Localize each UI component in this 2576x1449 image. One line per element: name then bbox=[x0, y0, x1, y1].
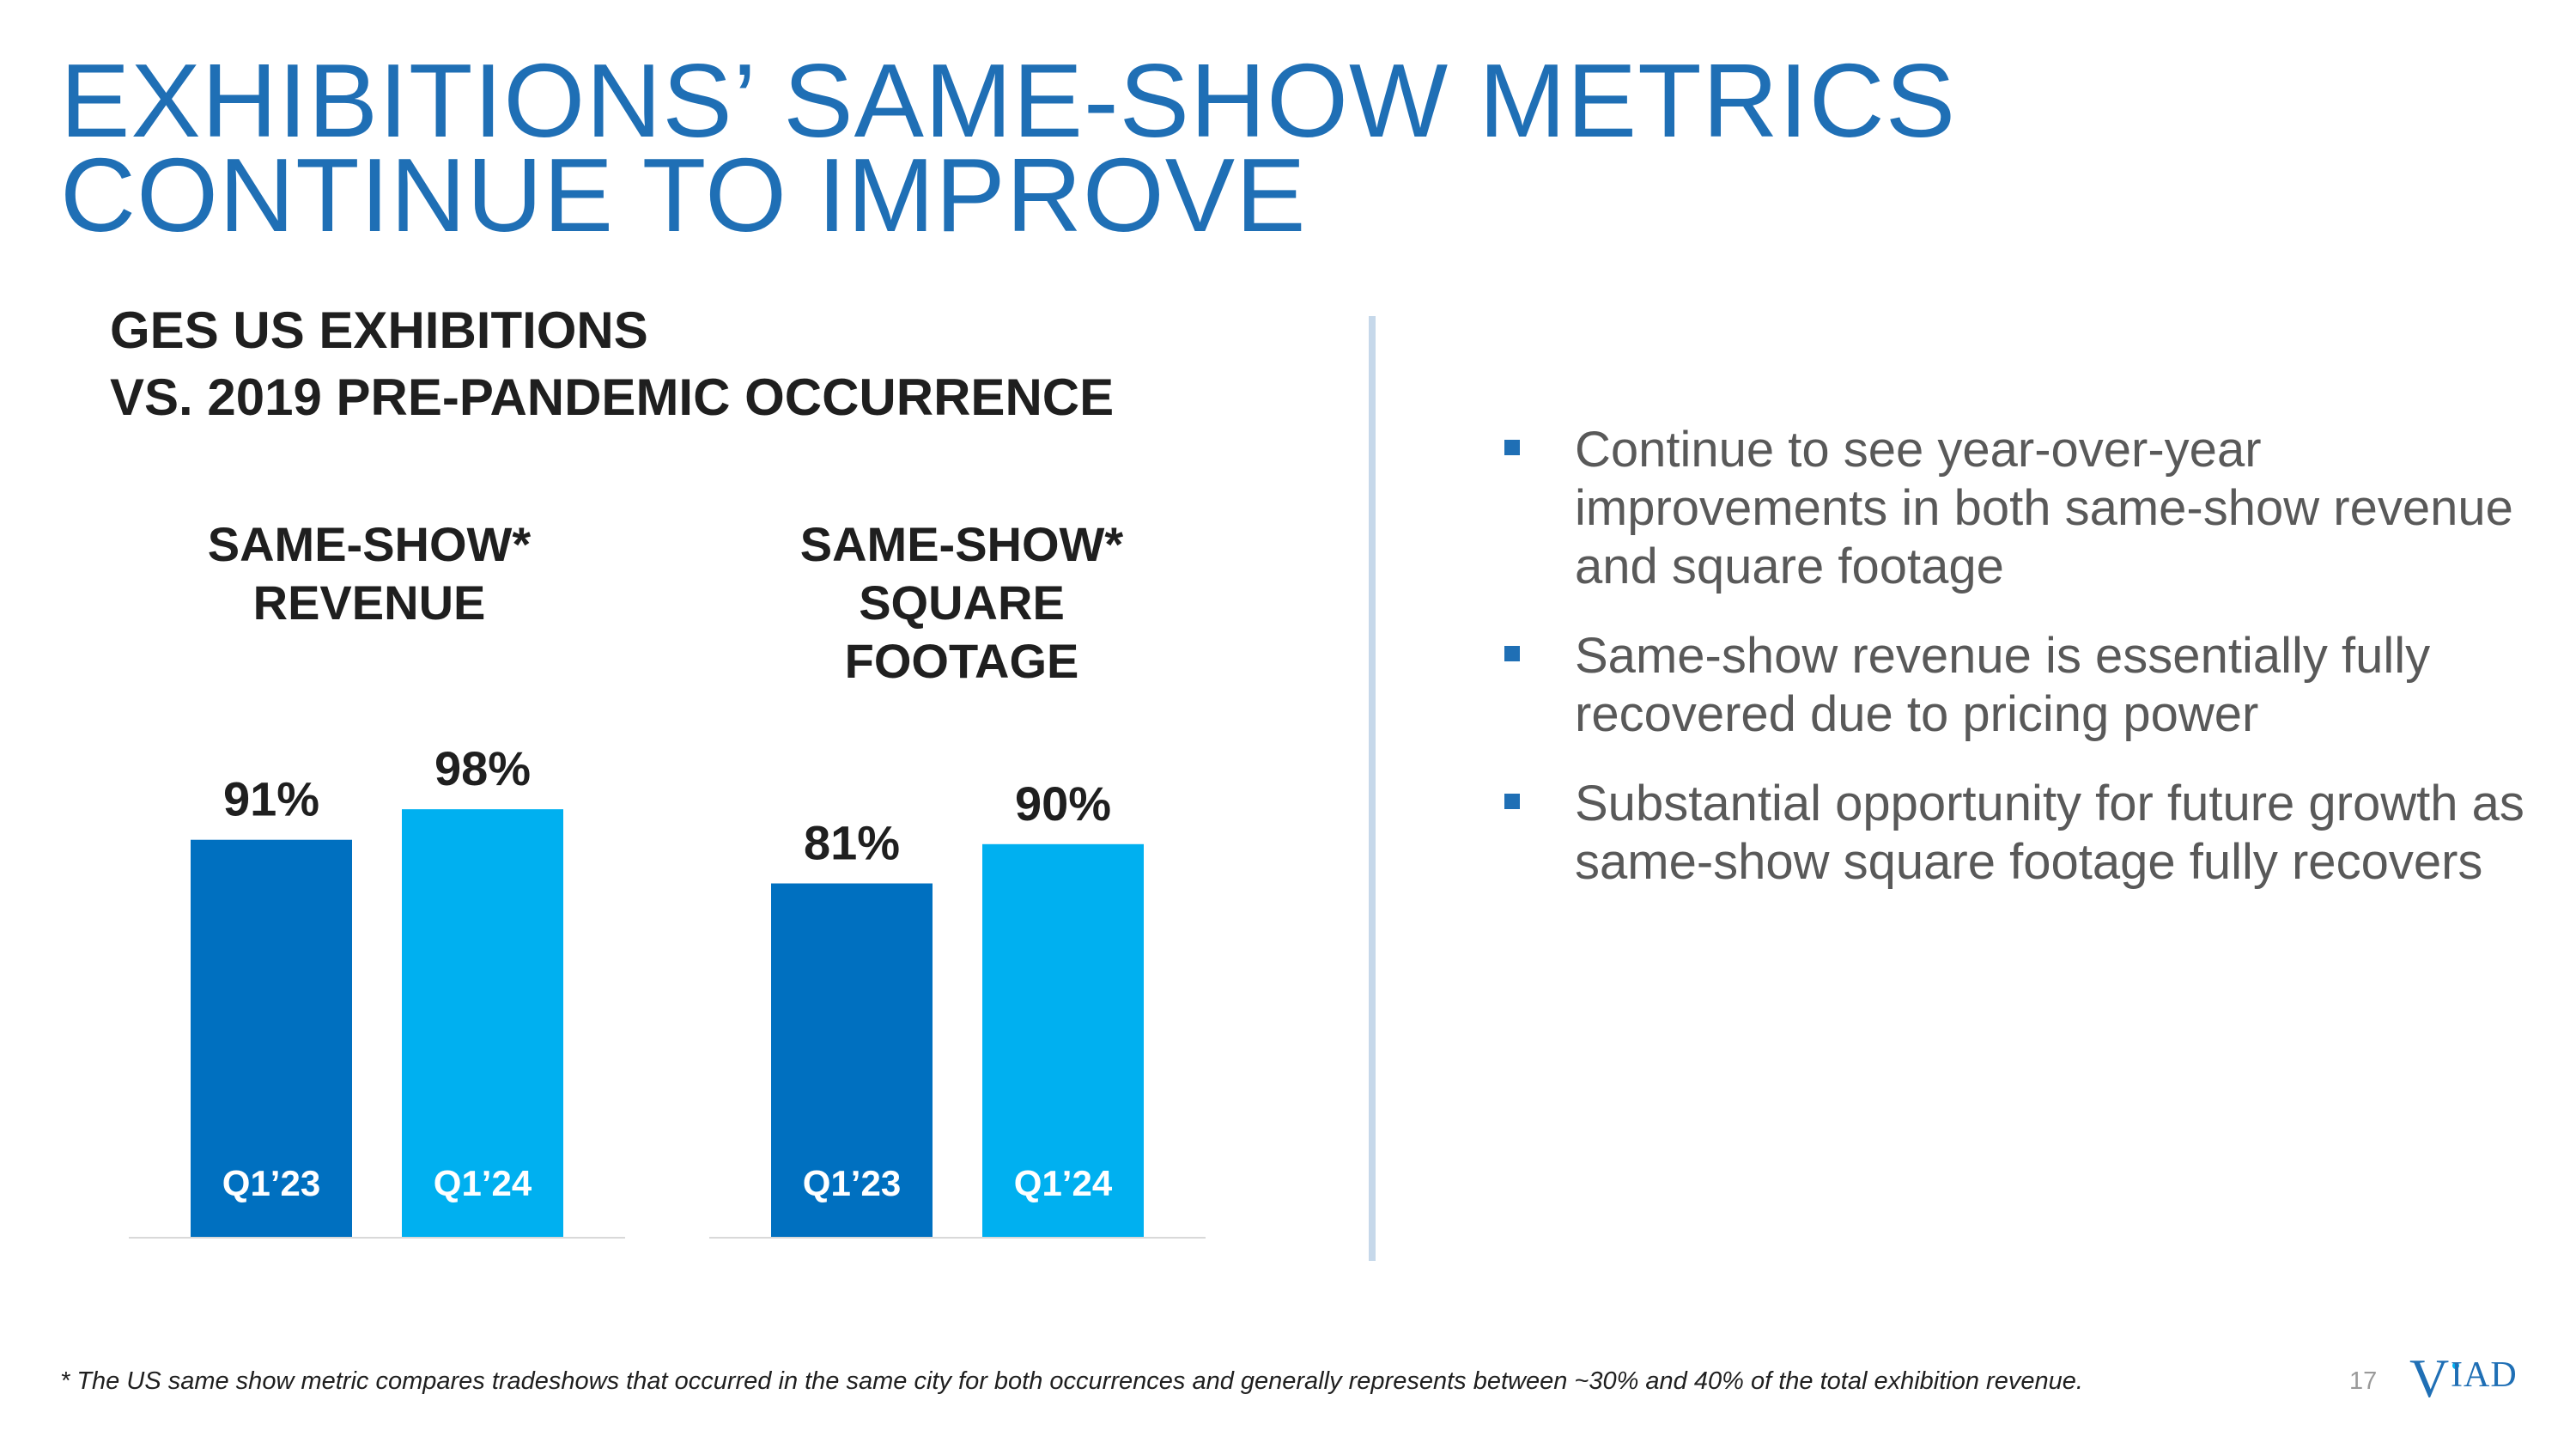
footnote: * The US same show metric compares trade… bbox=[60, 1367, 2083, 1395]
viad-logo: V IAD bbox=[2409, 1348, 2518, 1407]
slide-title-line-2: CONTINUE TO IMPROVE bbox=[60, 137, 1307, 253]
svg-text:IAD: IAD bbox=[2451, 1355, 2518, 1395]
square-footage-bar-q1-24 bbox=[982, 843, 1144, 1237]
revenue-category-label: Q1’23 bbox=[222, 1163, 320, 1203]
revenue-category-label: Q1’24 bbox=[434, 1163, 532, 1203]
square-footage-category-label: Q1’23 bbox=[803, 1163, 901, 1203]
square-bullet-icon bbox=[1504, 440, 1520, 455]
bullet-text: Substantial opportunity for future growt… bbox=[1575, 776, 2524, 890]
revenue-data-label: 98% bbox=[434, 741, 531, 795]
square-bullet-icon bbox=[1504, 794, 1520, 809]
revenue-chart-title-line: SAME-SHOW* bbox=[207, 517, 532, 571]
revenue-bar-q1-24 bbox=[402, 809, 563, 1237]
bullet-list: Continue to see year-over-year improveme… bbox=[1494, 421, 2524, 922]
vertical-divider bbox=[1369, 316, 1376, 1261]
revenue-chart-title: SAME-SHOW* REVENUE bbox=[137, 515, 601, 632]
svg-text:V: V bbox=[2409, 1348, 2449, 1407]
bullet-text: Continue to see year-over-year improveme… bbox=[1575, 422, 2513, 594]
revenue-data-label: 91% bbox=[223, 772, 319, 826]
subtitle-line-2: VS. 2019 PRE-PANDEMIC OCCURRENCE bbox=[110, 368, 1115, 426]
square-footage-category-label: Q1’24 bbox=[1014, 1163, 1113, 1203]
square-footage-chart-title-line: SQUARE bbox=[859, 575, 1065, 630]
slide-title: EXHIBITIONS’ SAME-SHOW METRICS CONTINUE … bbox=[60, 42, 2121, 253]
bullet-item: Same-show revenue is essentially fully r… bbox=[1494, 627, 2524, 744]
bullet-item: Continue to see year-over-year improveme… bbox=[1494, 421, 2524, 596]
square-bullet-icon bbox=[1504, 646, 1520, 661]
square-footage-chart-title: SAME-SHOW* SQUARE FOOTAGE bbox=[730, 515, 1194, 691]
square-footage-data-label: 81% bbox=[804, 816, 900, 870]
section-subtitle: GES US EXHIBITIONS VS. 2019 PRE-PANDEMIC… bbox=[110, 297, 1329, 431]
revenue-chart-title-line: REVENUE bbox=[252, 575, 486, 630]
square-footage-bar-q1-23 bbox=[771, 883, 933, 1237]
square-footage-chart-title-line: SAME-SHOW* bbox=[799, 517, 1124, 571]
square-footage-data-label: 90% bbox=[1015, 776, 1111, 831]
page-number: 17 bbox=[2349, 1367, 2378, 1395]
bar-charts: 91% Q1’23 98% Q1’24 81% Q1’23 90% Q1’24 bbox=[129, 741, 1206, 1239]
slide-title-line-1: EXHIBITIONS’ SAME-SHOW METRICS bbox=[60, 42, 1957, 159]
subtitle-line-1: GES US EXHIBITIONS bbox=[110, 301, 648, 359]
bullet-item: Substantial opportunity for future growt… bbox=[1494, 775, 2524, 892]
revenue-bar-q1-23 bbox=[191, 839, 352, 1237]
square-footage-chart-title-line: FOOTAGE bbox=[844, 634, 1079, 688]
bullet-text: Same-show revenue is essentially fully r… bbox=[1575, 628, 2431, 742]
